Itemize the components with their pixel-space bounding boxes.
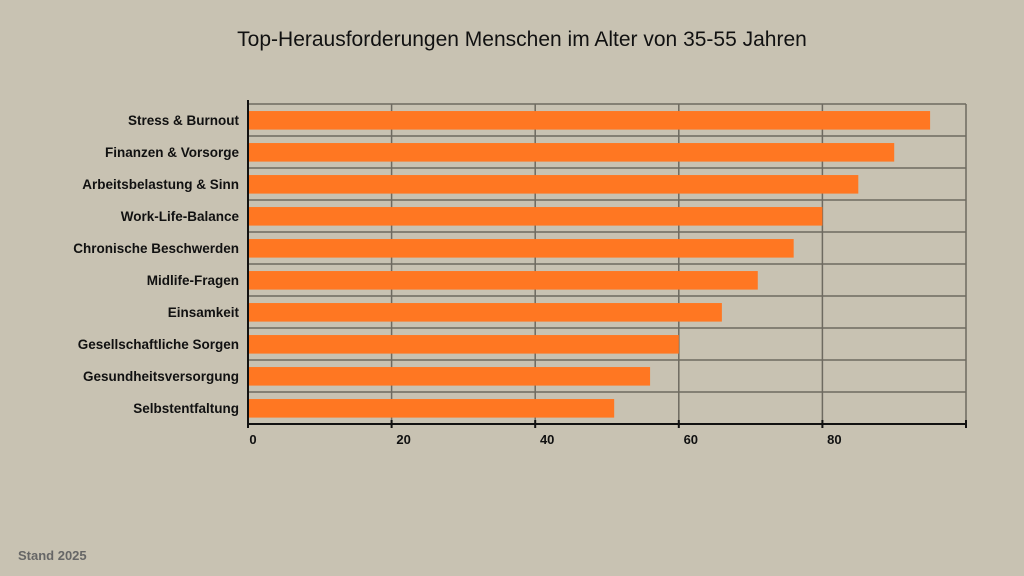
category-label: Arbeitsbelastung & Sinn	[82, 177, 239, 192]
bar	[248, 335, 679, 354]
category-label: Chronische Beschwerden	[73, 241, 239, 256]
bar	[248, 239, 794, 258]
bar	[248, 111, 931, 130]
category-label: Gesellschaftliche Sorgen	[78, 337, 239, 352]
category-label: Selbstentfaltung	[133, 401, 239, 416]
x-tick-label: 0	[249, 432, 256, 447]
category-label: Gesundheitsversorgung	[83, 369, 239, 384]
x-tick-label: 60	[684, 432, 698, 447]
bar	[248, 143, 895, 162]
bar	[248, 175, 859, 194]
category-label: Einsamkeit	[168, 305, 240, 320]
category-label: Midlife-Fragen	[147, 273, 239, 288]
x-tick-label: 80	[827, 432, 841, 447]
bar	[248, 271, 758, 290]
x-tick-label: 20	[396, 432, 410, 447]
footer-note: Stand 2025	[18, 548, 87, 563]
x-tick-label: 40	[540, 432, 554, 447]
category-label: Stress & Burnout	[128, 113, 240, 128]
bar	[248, 207, 823, 226]
bar	[248, 367, 651, 386]
category-label: Finanzen & Vorsorge	[105, 145, 240, 160]
category-label: Work-Life-Balance	[121, 209, 240, 224]
bar	[248, 399, 615, 418]
bar	[248, 303, 722, 322]
chart-title: Top-Herausforderungen Menschen im Alter …	[237, 28, 807, 51]
